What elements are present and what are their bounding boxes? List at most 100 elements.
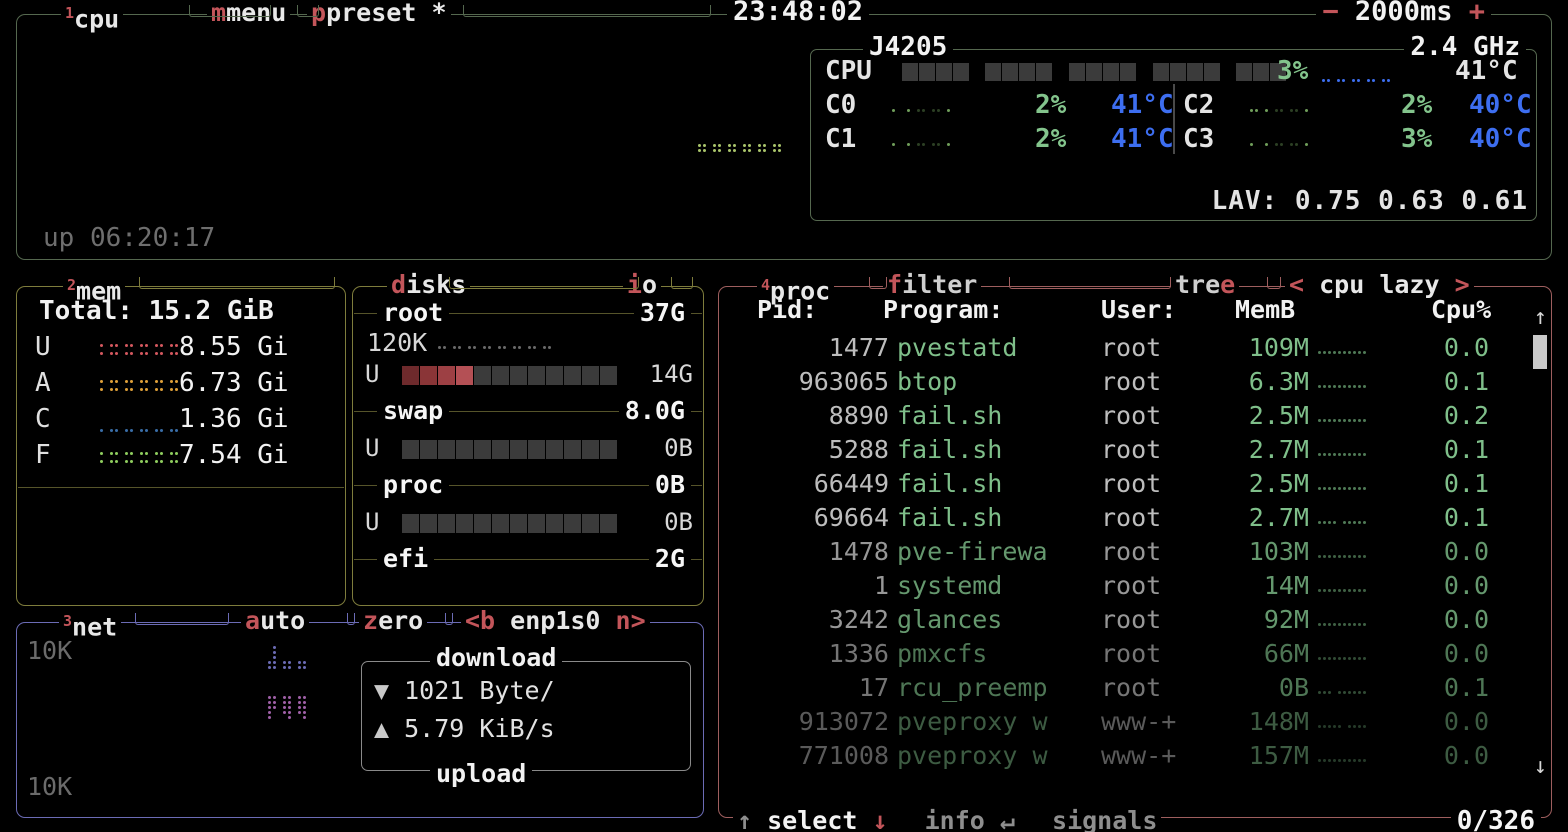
iface-next-button[interactable]: n> — [615, 606, 646, 635]
cpu-panel-title[interactable]: 1cpu — [61, 0, 124, 34]
cell-pid: 8890 — [828, 401, 889, 430]
io-toggle-button[interactable]: io — [622, 271, 661, 299]
net-auto-button[interactable]: auto — [241, 607, 310, 635]
core-temp-c1: 41°C — [1111, 124, 1174, 154]
column-header-pid[interactable]: Pid: — [757, 295, 818, 324]
mem-graph-available — [69, 376, 179, 392]
cell-user: root — [1101, 503, 1162, 532]
disk-size-efi: 2G — [648, 545, 691, 573]
cell-user: root — [1101, 333, 1162, 362]
cpu-total-percent: 3% — [1277, 56, 1309, 86]
cell-user: root — [1101, 571, 1162, 600]
increase-interval-button[interactable]: + — [1468, 0, 1485, 27]
sort-prev-button[interactable]: < — [1289, 270, 1305, 299]
preset-button[interactable]: ppreset * — [307, 0, 451, 27]
cell-user: root — [1101, 639, 1162, 668]
cell-program: pmxcfs — [897, 639, 988, 668]
net-interface-selector[interactable]: <b enp1s0 n> — [461, 607, 650, 635]
cell-cpu: 0.0 — [1443, 537, 1489, 566]
disk-size-swap: 8.0G — [618, 397, 691, 425]
cpu-total-temp-graph — [1321, 78, 1391, 83]
footer-signals-label[interactable]: signals — [1052, 806, 1158, 832]
net-panel-title[interactable]: 3net — [59, 607, 122, 642]
proc-selection-count: 0/326 — [1450, 807, 1541, 832]
disks-title-stub — [449, 277, 639, 289]
cell-program: pvestatd — [897, 333, 1018, 362]
cpu-total-meter — [901, 58, 1288, 81]
proc-scrollbar[interactable] — [1533, 331, 1547, 777]
cell-pid: 5288 — [828, 435, 889, 464]
title-stub-2 — [297, 5, 319, 17]
disk-free-root: 14G — [649, 360, 693, 388]
cell-user: root — [1101, 537, 1162, 566]
proc-panel-title[interactable]: 4proc — [757, 271, 835, 306]
cell-cpu: 0.1 — [1443, 673, 1489, 702]
cell-program: fail.sh — [897, 469, 1003, 498]
proc-footer-keys[interactable]: ↑ select ↓ info ↵ signals — [733, 806, 1162, 832]
upload-arrow-icon: ▲ — [374, 714, 390, 743]
menu-hotkey: m — [211, 0, 227, 27]
cell-mem: 2.7M — [1248, 503, 1309, 532]
footer-info-label[interactable]: info — [924, 806, 985, 832]
cell-cpu: 0.0 — [1443, 707, 1489, 736]
disk-free-proc: 0B — [664, 508, 693, 536]
cell-program: fail.sh — [897, 503, 1003, 532]
disk-rule-swap — [354, 411, 702, 412]
core-label-c1: C1 — [825, 124, 857, 154]
cell-mem: 148M — [1248, 707, 1309, 736]
core-label-c2: C2 — [1183, 90, 1215, 120]
net-zero-button[interactable]: zero — [359, 607, 428, 635]
cell-user: root — [1101, 367, 1162, 396]
cell-cpu: 0.0 — [1443, 333, 1489, 362]
disks-panel-title[interactable]: disks — [387, 271, 471, 299]
scroll-down-icon[interactable]: ↓ — [1533, 754, 1547, 779]
disk-free-swap: 0B — [664, 434, 693, 462]
uptime-label: up 06:20:17 — [43, 223, 216, 253]
column-header-cpu[interactable]: Cpu% — [1431, 295, 1492, 324]
filter-button[interactable]: filter — [883, 271, 982, 299]
column-header-mem[interactable]: MemB — [1235, 295, 1296, 324]
column-header-program[interactable]: Program: — [883, 295, 1004, 324]
decrease-interval-button[interactable]: − — [1322, 0, 1339, 27]
net-panel: 3net auto zero <b enp1s0 n> 10K 10K — [16, 607, 704, 818]
cell-program: fail.sh — [897, 435, 1003, 464]
footer-down-arrow-icon[interactable]: ↓ — [872, 806, 888, 832]
preset-modified-star: * — [431, 0, 447, 27]
tree-toggle-button[interactable]: tree — [1171, 271, 1240, 299]
footer-enter-icon[interactable]: ↵ — [999, 806, 1015, 832]
cell-user: root — [1101, 401, 1162, 430]
disk-used-label-root: U — [365, 360, 380, 388]
proc-scrollbar-thumb[interactable] — [1533, 335, 1547, 369]
mem-panel-title[interactable]: 2mem — [63, 271, 126, 306]
core-label-c3: C3 — [1183, 124, 1215, 154]
title-stub-1 — [189, 5, 271, 17]
disk-used-label-proc: U — [365, 508, 380, 536]
cell-user: www-+ — [1101, 741, 1177, 770]
cell-program: pveproxy w — [897, 707, 1048, 736]
menu-button[interactable]: mmenu — [207, 0, 291, 27]
sort-label: cpu lazy — [1319, 270, 1440, 299]
net-download-graph — [267, 645, 307, 670]
scroll-up-icon[interactable]: ↑ — [1533, 305, 1547, 330]
cpu-total-temp: 41°C — [1455, 56, 1518, 86]
cell-pid: 1478 — [828, 537, 889, 566]
sort-next-button[interactable]: > — [1454, 270, 1470, 299]
iface-prev-button[interactable]: <b — [465, 606, 496, 635]
mem-graph-free — [69, 448, 179, 464]
disk-usage-meter-root — [401, 360, 618, 388]
core-percent-c0: 2% — [1035, 90, 1067, 120]
sort-selector[interactable]: < cpu lazy > — [1285, 271, 1474, 299]
mem-graph-cached — [69, 407, 179, 433]
cpu-total-label: CPU — [825, 56, 872, 86]
io-title-stub — [671, 277, 693, 289]
net-panel-number: 3 — [63, 612, 73, 630]
download-rate-row: ▼ 1021 Byte/ — [374, 676, 555, 706]
footer-up-arrow-icon[interactable]: ↑ — [737, 806, 753, 832]
column-header-user[interactable]: User: — [1101, 295, 1177, 324]
mem-row-key-f: F — [35, 440, 51, 470]
update-interval-control[interactable]: − 2000ms + — [1316, 0, 1491, 27]
cell-cpu: 0.0 — [1443, 639, 1489, 668]
cpu-panel-number: 1 — [65, 4, 75, 22]
menu-label: menu — [226, 0, 287, 27]
net-title-stub-1 — [135, 613, 229, 625]
